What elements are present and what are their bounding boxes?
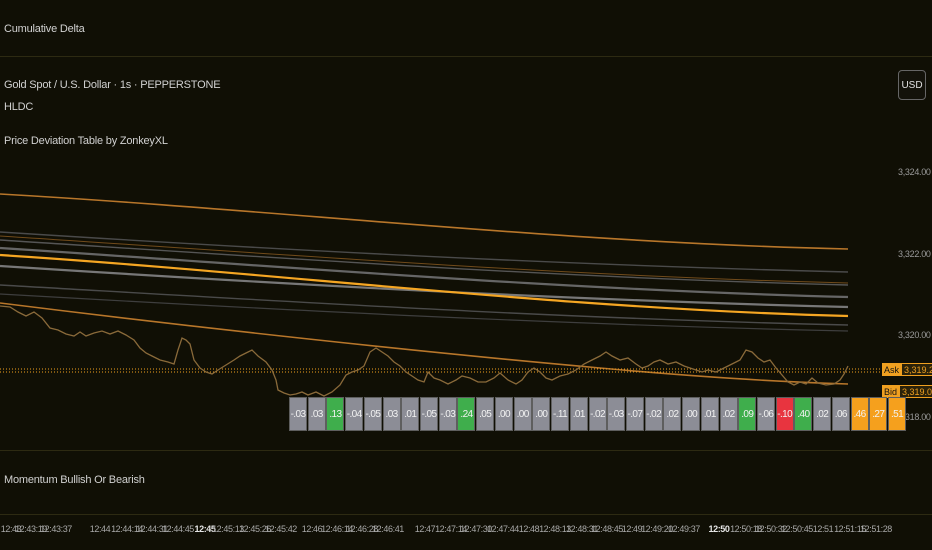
deviation-cell: -.05	[363, 397, 382, 431]
time-tick: 12:51:15	[834, 524, 866, 534]
time-tick: 12:47	[414, 524, 436, 534]
deviation-cell: .27	[869, 397, 888, 431]
time-tick: 12:44:45	[162, 524, 194, 534]
time-tick: 12:45:13	[212, 524, 244, 534]
time-tick: 12:43:37	[40, 524, 72, 534]
deviation-table-indicator-label[interactable]: Price Deviation Table by ZonkeyXL	[4, 135, 168, 147]
time-tick: 12:47:30	[460, 524, 492, 534]
ask-label: Ask	[882, 363, 902, 376]
deviation-cell: .00	[532, 397, 551, 431]
time-tick: 12:46:41	[372, 524, 404, 534]
deviation-cell: .00	[494, 397, 513, 431]
deviation-band-line	[0, 239, 849, 286]
cumulative-delta-label[interactable]: Cumulative Delta	[4, 23, 85, 35]
time-tick: 12:50	[708, 524, 730, 534]
time-tick: 12:50:32	[755, 524, 787, 534]
deviation-cell: .51	[888, 397, 906, 431]
time-tick: 12:47:44	[487, 524, 519, 534]
deviation-cell: -.04	[345, 397, 364, 431]
time-tick: 12:44:14	[111, 524, 143, 534]
deviation-cell: .01	[700, 397, 719, 431]
deviation-band-line	[0, 284, 849, 326]
deviation-cell: -.06	[756, 397, 775, 431]
currency-button[interactable]: USD	[898, 70, 926, 100]
deviation-cell: -.02	[644, 397, 663, 431]
deviation-band-line	[0, 246, 849, 299]
deviation-cell: .09	[738, 397, 757, 431]
pane-separator-bottom[interactable]	[0, 450, 932, 451]
time-tick: 12:49:37	[668, 524, 700, 534]
time-tick: 12:48:13	[539, 524, 571, 534]
price-tick: 3,318.00	[898, 412, 931, 422]
price-tick: 3,320.00	[898, 330, 931, 340]
deviation-cell: -.10	[775, 397, 794, 431]
time-tick: 12:44	[89, 524, 111, 534]
deviation-cell: .01	[569, 397, 588, 431]
deviation-cell: .01	[401, 397, 420, 431]
deviation-cell: -.03	[438, 397, 457, 431]
time-axis-separator	[0, 514, 932, 515]
price-tick: 3,322.00	[898, 249, 931, 259]
deviation-cell: .13	[326, 397, 345, 431]
time-tick: 12:45:26	[239, 524, 271, 534]
deviation-cell: .46	[850, 397, 869, 431]
bid-label: Bid	[882, 385, 900, 398]
deviation-cell: .02	[719, 397, 738, 431]
time-tick: 12:48:31	[566, 524, 598, 534]
price-deviation-table: -.03.03.13 -.04 -.05.03.01 -.05 -.03.24.05.0…	[289, 397, 907, 432]
bid-value: 3,319.08	[899, 385, 932, 398]
deviation-cell: .05	[476, 397, 495, 431]
pane-separator-top[interactable]	[0, 56, 932, 57]
deviation-cell: .02	[663, 397, 682, 431]
chart-style-label[interactable]: HLDC	[4, 101, 34, 113]
band-line	[0, 235, 849, 284]
deviation-cell: .00	[513, 397, 532, 431]
vwap-line	[0, 253, 849, 318]
time-tick: 12:46	[301, 524, 323, 534]
deviation-cell: -.05	[420, 397, 439, 431]
deviation-cell: -.11	[551, 397, 570, 431]
time-tick: 12:45:42	[265, 524, 297, 534]
symbol-title[interactable]: Gold Spot / U.S. Dollar · 1s · PEPPERSTO…	[4, 79, 221, 91]
deviation-cell: -.02	[588, 397, 607, 431]
deviation-cell: -.07	[625, 397, 644, 431]
bid-price-tag: Bid 3,319.08	[882, 385, 932, 398]
time-tick: 12:43:19	[15, 524, 47, 534]
price-tick: 3,324.00	[898, 167, 931, 177]
momentum-indicator-label[interactable]: Momentum Bullish Or Bearish	[4, 474, 145, 486]
deviation-cell: -.03	[607, 397, 626, 431]
time-tick: 12:43	[0, 524, 22, 534]
deviation-cell: .24	[457, 397, 476, 431]
time-tick: 12:50:18	[730, 524, 762, 534]
deviation-cell: -.03	[289, 397, 307, 431]
ask-value: 3,319.21	[901, 363, 932, 376]
lower-band-line	[0, 302, 849, 385]
time-tick: 12:46:28	[346, 524, 378, 534]
ask-price-tag: Ask 3,319.21	[882, 363, 932, 376]
deviation-cell: .03	[307, 397, 326, 431]
deviation-cell: .06	[831, 397, 850, 431]
price-line	[0, 305, 849, 397]
time-tick: 12:47:14	[435, 524, 467, 534]
time-tick: 12:51:28	[860, 524, 892, 534]
time-tick: 12:44:31	[136, 524, 168, 534]
deviation-cell: .00	[682, 397, 701, 431]
deviation-band-line	[0, 231, 849, 273]
time-tick: 12:48:45	[591, 524, 623, 534]
time-tick: 12:49	[621, 524, 643, 534]
time-tick: 12:51	[812, 524, 834, 534]
time-tick: 12:46:14	[321, 524, 353, 534]
time-tick: 12:45	[194, 524, 216, 534]
upper-band-line	[0, 193, 849, 250]
deviation-band-line	[0, 293, 849, 332]
deviation-cell: .02	[813, 397, 832, 431]
deviation-cell: .40	[794, 397, 813, 431]
time-tick: 12:50:45	[781, 524, 813, 534]
deviation-cell: .03	[382, 397, 401, 431]
time-tick: 12:48	[518, 524, 540, 534]
time-tick: 12:49:20	[641, 524, 673, 534]
